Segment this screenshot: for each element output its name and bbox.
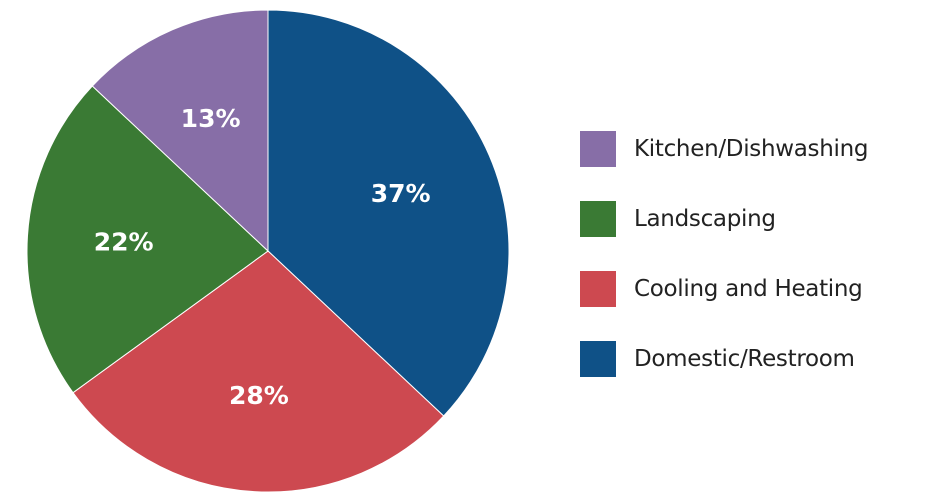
pie-slice-domestic-restroom (267, 9, 510, 417)
legend-item: Cooling and Heating (580, 266, 952, 311)
legend-item: Landscaping (580, 196, 952, 241)
legend-item: Kitchen/Dishwashing (580, 126, 952, 171)
slice-label: 28% (229, 381, 289, 410)
legend-swatch (580, 130, 616, 167)
legend-label: Landscaping (634, 205, 776, 232)
pie-slice-kitchen-dishwashing (91, 9, 269, 253)
legend-label: Cooling and Heating (634, 275, 863, 302)
legend: Kitchen/Dishwashing Landscaping Cooling an… (580, 126, 952, 406)
pie-labels: 37% 28% 22% 13% (94, 104, 431, 410)
legend-item: Domestic/Restroom (580, 336, 952, 381)
legend-swatch (580, 200, 616, 237)
pie-slice-cooling-and-heating (72, 250, 445, 493)
slice-label: 13% (181, 104, 241, 133)
legend-label: Kitchen/Dishwashing (634, 135, 869, 162)
pie-slices (26, 9, 510, 493)
slice-label: 37% (371, 179, 431, 208)
pie-slice-landscaping (26, 85, 269, 394)
legend-label: Domestic/Restroom (634, 345, 855, 372)
legend-swatch (580, 270, 616, 307)
slice-label: 22% (94, 227, 154, 256)
legend-swatch (580, 340, 616, 377)
